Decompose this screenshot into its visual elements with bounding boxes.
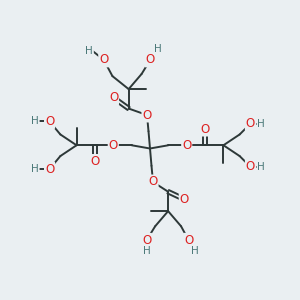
- Text: O: O: [45, 115, 54, 128]
- Text: H: H: [154, 44, 162, 54]
- Text: O: O: [184, 234, 193, 247]
- Text: O: O: [90, 155, 100, 168]
- Text: O: O: [246, 117, 255, 130]
- Text: O: O: [142, 109, 152, 122]
- Text: O: O: [142, 234, 151, 247]
- Text: O: O: [246, 160, 255, 173]
- Text: H: H: [257, 162, 265, 172]
- Text: H: H: [85, 46, 93, 56]
- Text: O: O: [148, 176, 158, 188]
- Text: H: H: [31, 116, 39, 127]
- Text: O: O: [109, 91, 118, 104]
- Text: H: H: [31, 164, 39, 174]
- Text: H: H: [142, 246, 150, 256]
- Text: O: O: [180, 193, 189, 206]
- Text: H: H: [257, 119, 265, 129]
- Text: O: O: [109, 139, 118, 152]
- Text: O: O: [182, 139, 191, 152]
- Text: O: O: [45, 163, 54, 176]
- Text: O: O: [146, 53, 155, 66]
- Text: O: O: [200, 123, 210, 136]
- Text: O: O: [99, 53, 108, 66]
- Text: H: H: [191, 246, 199, 256]
